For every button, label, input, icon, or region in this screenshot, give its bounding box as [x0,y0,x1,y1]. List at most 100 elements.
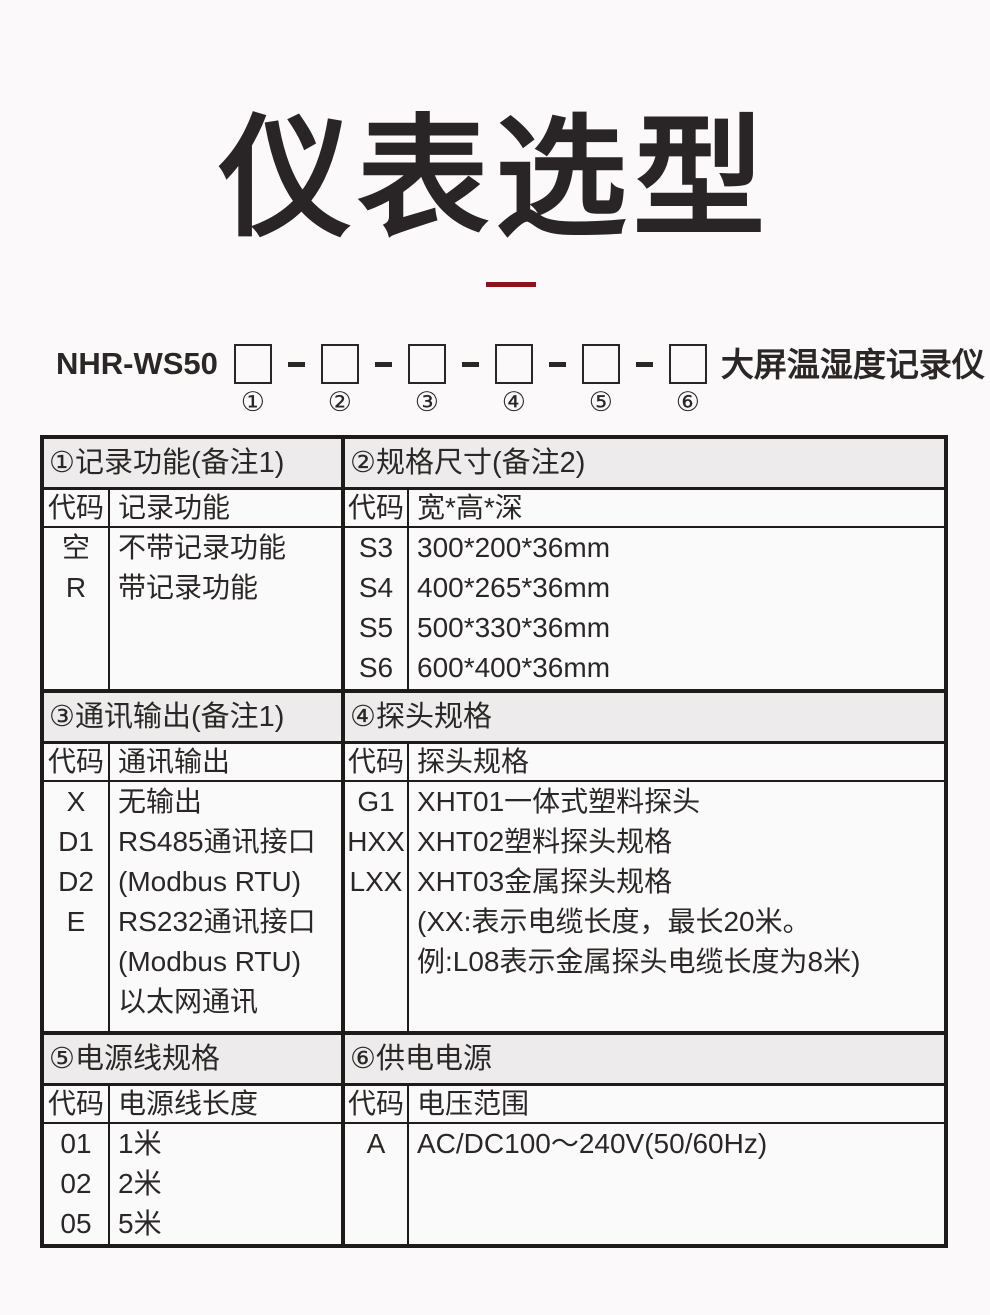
code-column: 空 R [44,528,110,689]
desc-cell: 带记录功能 [118,572,259,603]
option-box-5 [581,344,620,384]
desc-cell: (Modbus RTU) [118,866,302,897]
desc-cell: AC/DC100～240V(50/60Hz) [417,1128,768,1159]
desc-cell: 例:L08表示金属探头电缆长度为8米) [417,946,861,977]
section-title-probe-spec: ④探头规格 [350,701,492,733]
code-cell: D1 [58,826,94,857]
dash-separator [287,362,305,367]
desc-cell: 以太网通讯 [118,986,259,1017]
code-column: S3 S4 S5 S6 [345,528,409,689]
model-option-slot-6: ⑥ [668,344,707,417]
section-comm-and-probe: ③通讯输出(备注1) ④探头规格 代码 通讯输出 代码 探头规格 X D1 D2 [44,689,944,1031]
code-column: A [345,1124,409,1244]
code-cell: S4 [358,572,394,603]
desc-cell: 600*400*36mm [417,652,611,683]
column-header-code: 代码 [345,1086,409,1122]
selection-table: ①记录功能(备注1) ②规格尺寸(备注2) 代码 记录功能 代码 宽*高*深 空… [40,435,948,1248]
section-record-and-size: ①记录功能(备注1) ②规格尺寸(备注2) 代码 记录功能 代码 宽*高*深 空… [44,439,944,689]
column-header-desc: 通讯输出 [118,746,231,777]
section-title-power-supply: ⑥供电电源 [350,1043,492,1075]
option-number-5: ⑤ [588,387,614,417]
desc-cell: 不带记录功能 [118,532,287,563]
desc-cell: 400*265*36mm [417,572,611,603]
code-cell: A [366,1128,386,1159]
product-name: 大屏温湿度记录仪 [720,346,985,383]
desc-column: XHT01一体式塑料探头 XHT02塑料探头规格 XHT03金属探头规格 (XX… [409,782,944,1031]
code-cell: 空 [61,532,90,563]
option-box-4 [494,344,533,384]
desc-cell: 300*200*36mm [417,532,611,563]
dash-separator [374,362,392,367]
desc-column: 无输出 RS485通讯接口 (Modbus RTU) RS232通讯接口 (Mo… [110,782,341,1031]
option-number-2: ② [327,387,353,417]
code-cell: LXX [349,866,403,897]
column-header-desc: 电源线长度 [118,1088,259,1119]
column-header-desc: 电压范围 [417,1088,530,1119]
model-option-slot-5: ⑤ [581,344,620,417]
code-cell: E [66,906,86,937]
model-option-slot-2: ② [320,344,359,417]
section-title-dimensions: ②规格尺寸(备注2) [350,447,586,479]
section-title-record-function: ①记录功能(备注1) [44,439,345,487]
desc-cell: XHT01一体式塑料探头 [417,786,701,817]
desc-cell: 2米 [118,1168,162,1199]
option-number-1: ① [240,387,266,417]
dash-separator [635,362,653,367]
model-option-slot-3: ③ [407,344,446,417]
desc-cell: XHT03金属探头规格 [417,866,673,897]
section-title-power-cable: ⑤电源线规格 [44,1035,345,1083]
code-cell: 01 [60,1128,92,1159]
desc-cell: 1米 [118,1128,162,1159]
title-underline-accent [486,282,536,287]
column-header-desc: 宽*高*深 [417,492,523,523]
desc-cell: XHT02塑料探头规格 [417,826,673,857]
desc-cell: (XX:表示电缆长度，最长20米。 [417,906,811,937]
code-cell: S5 [358,612,394,643]
desc-column: 不带记录功能 带记录功能 [110,528,341,689]
code-cell: HXX [347,826,405,857]
column-header-code: 代码 [44,744,110,780]
option-number-3: ③ [414,387,440,417]
code-cell: D2 [58,866,94,897]
desc-column: AC/DC100～240V(50/60Hz) [409,1124,944,1244]
option-number-4: ④ [501,387,527,417]
column-header-desc: 记录功能 [118,492,231,523]
code-cell: R [65,572,87,603]
desc-cell: RS485通讯接口 [118,826,316,857]
code-column: X D1 D2 E [44,782,110,1031]
option-number-6: ⑥ [675,387,701,417]
dash-separator [548,362,566,367]
section-cable-and-power: ⑤电源线规格 ⑥供电电源 代码 电源线长度 代码 电压范围 01 02 05 1 [44,1031,944,1244]
model-code-builder: NHR-WS50 ① ② ③ ④ ⑤ ⑥ 大屏温湿度记录仪 [56,344,985,416]
column-header-code: 代码 [44,1086,110,1122]
code-cell: S6 [358,652,394,683]
desc-cell: (Modbus RTU) [118,946,302,977]
option-box-2 [320,344,359,384]
model-prefix: NHR-WS50 [56,346,218,381]
desc-cell: 无输出 [118,786,203,817]
desc-column: 1米 2米 5米 [110,1124,341,1244]
model-option-slot-1: ① [233,344,272,417]
desc-column: 300*200*36mm 400*265*36mm 500*330*36mm 6… [409,528,944,689]
column-header-code: 代码 [345,490,409,526]
model-option-slot-4: ④ [494,344,533,417]
code-cell: 05 [60,1208,92,1239]
desc-cell: RS232通讯接口 [118,906,316,937]
column-header-code: 代码 [345,744,409,780]
code-cell: S3 [358,532,394,563]
desc-cell: 5米 [118,1208,162,1239]
section-title-comm-output: ③通讯输出(备注1) [44,693,345,741]
code-column: 01 02 05 [44,1124,110,1244]
option-box-1 [233,344,272,384]
option-box-3 [407,344,446,384]
code-cell: X [66,786,86,817]
page-title: 仪表选型 [219,105,771,252]
code-column: G1 HXX LXX [345,782,409,1031]
column-header-code: 代码 [44,490,110,526]
option-box-6 [668,344,707,384]
desc-cell: 500*330*36mm [417,612,611,643]
code-cell: 02 [60,1168,92,1199]
code-cell: G1 [357,786,395,817]
dash-separator [461,362,479,367]
column-header-desc: 探头规格 [417,746,530,777]
